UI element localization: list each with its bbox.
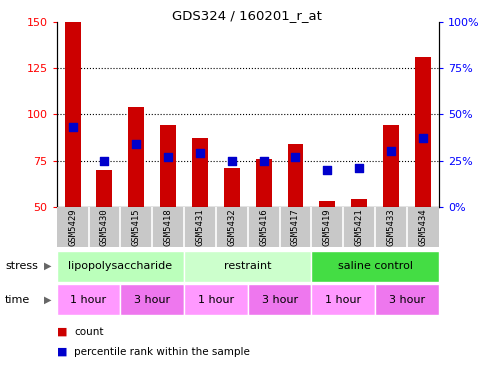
Text: saline control: saline control — [338, 261, 413, 271]
Bar — [184, 284, 247, 315]
Point — [419, 135, 427, 141]
Text: restraint: restraint — [224, 261, 272, 271]
Bar — [97, 170, 112, 207]
Text: 1 hour: 1 hour — [70, 295, 106, 305]
Text: ▶: ▶ — [44, 261, 52, 271]
Text: ■: ■ — [57, 327, 67, 337]
Bar — [65, 22, 80, 207]
Text: GSM5432: GSM5432 — [227, 208, 236, 246]
Point — [323, 167, 331, 173]
Text: time: time — [5, 295, 30, 305]
Bar — [375, 284, 439, 315]
Bar — [192, 138, 208, 207]
Point — [164, 154, 172, 160]
Text: GSM5431: GSM5431 — [195, 208, 205, 246]
Text: GSM5419: GSM5419 — [323, 208, 332, 246]
Bar — [383, 126, 399, 207]
Text: GSM5417: GSM5417 — [291, 208, 300, 246]
Point — [355, 165, 363, 171]
Text: GSM5418: GSM5418 — [164, 208, 173, 246]
Point — [69, 124, 76, 130]
Text: 3 hour: 3 hour — [134, 295, 170, 305]
Text: GSM5433: GSM5433 — [387, 208, 395, 246]
Text: count: count — [74, 327, 104, 337]
Bar — [120, 284, 184, 315]
Text: GDS324 / 160201_r_at: GDS324 / 160201_r_at — [172, 9, 321, 22]
Bar — [312, 251, 439, 282]
Text: percentile rank within the sample: percentile rank within the sample — [74, 347, 250, 357]
Text: GSM5429: GSM5429 — [68, 208, 77, 246]
Bar — [319, 201, 335, 207]
Bar — [351, 199, 367, 207]
Text: GSM5430: GSM5430 — [100, 208, 109, 246]
Text: stress: stress — [5, 261, 38, 271]
Text: 3 hour: 3 hour — [389, 295, 425, 305]
Point — [260, 158, 268, 164]
Text: GSM5434: GSM5434 — [419, 208, 427, 246]
Bar — [247, 284, 312, 315]
Point — [132, 141, 140, 147]
Text: lipopolysaccharide: lipopolysaccharide — [69, 261, 173, 271]
Bar — [256, 159, 272, 207]
Point — [101, 158, 108, 164]
Bar — [224, 168, 240, 207]
Bar — [57, 251, 184, 282]
Text: ■: ■ — [57, 347, 67, 357]
Point — [387, 149, 395, 154]
Text: 1 hour: 1 hour — [325, 295, 361, 305]
Text: 1 hour: 1 hour — [198, 295, 234, 305]
Bar — [415, 57, 431, 207]
Text: GSM5415: GSM5415 — [132, 208, 141, 246]
Point — [291, 154, 299, 160]
Bar — [57, 284, 120, 315]
Bar — [160, 126, 176, 207]
Bar — [287, 144, 304, 207]
Text: GSM5416: GSM5416 — [259, 208, 268, 246]
Point — [228, 158, 236, 164]
Point — [196, 150, 204, 156]
Bar — [184, 251, 312, 282]
Bar — [128, 107, 144, 207]
Bar — [312, 284, 375, 315]
Text: 3 hour: 3 hour — [261, 295, 298, 305]
Text: GSM5421: GSM5421 — [354, 208, 364, 246]
Text: ▶: ▶ — [44, 295, 52, 305]
